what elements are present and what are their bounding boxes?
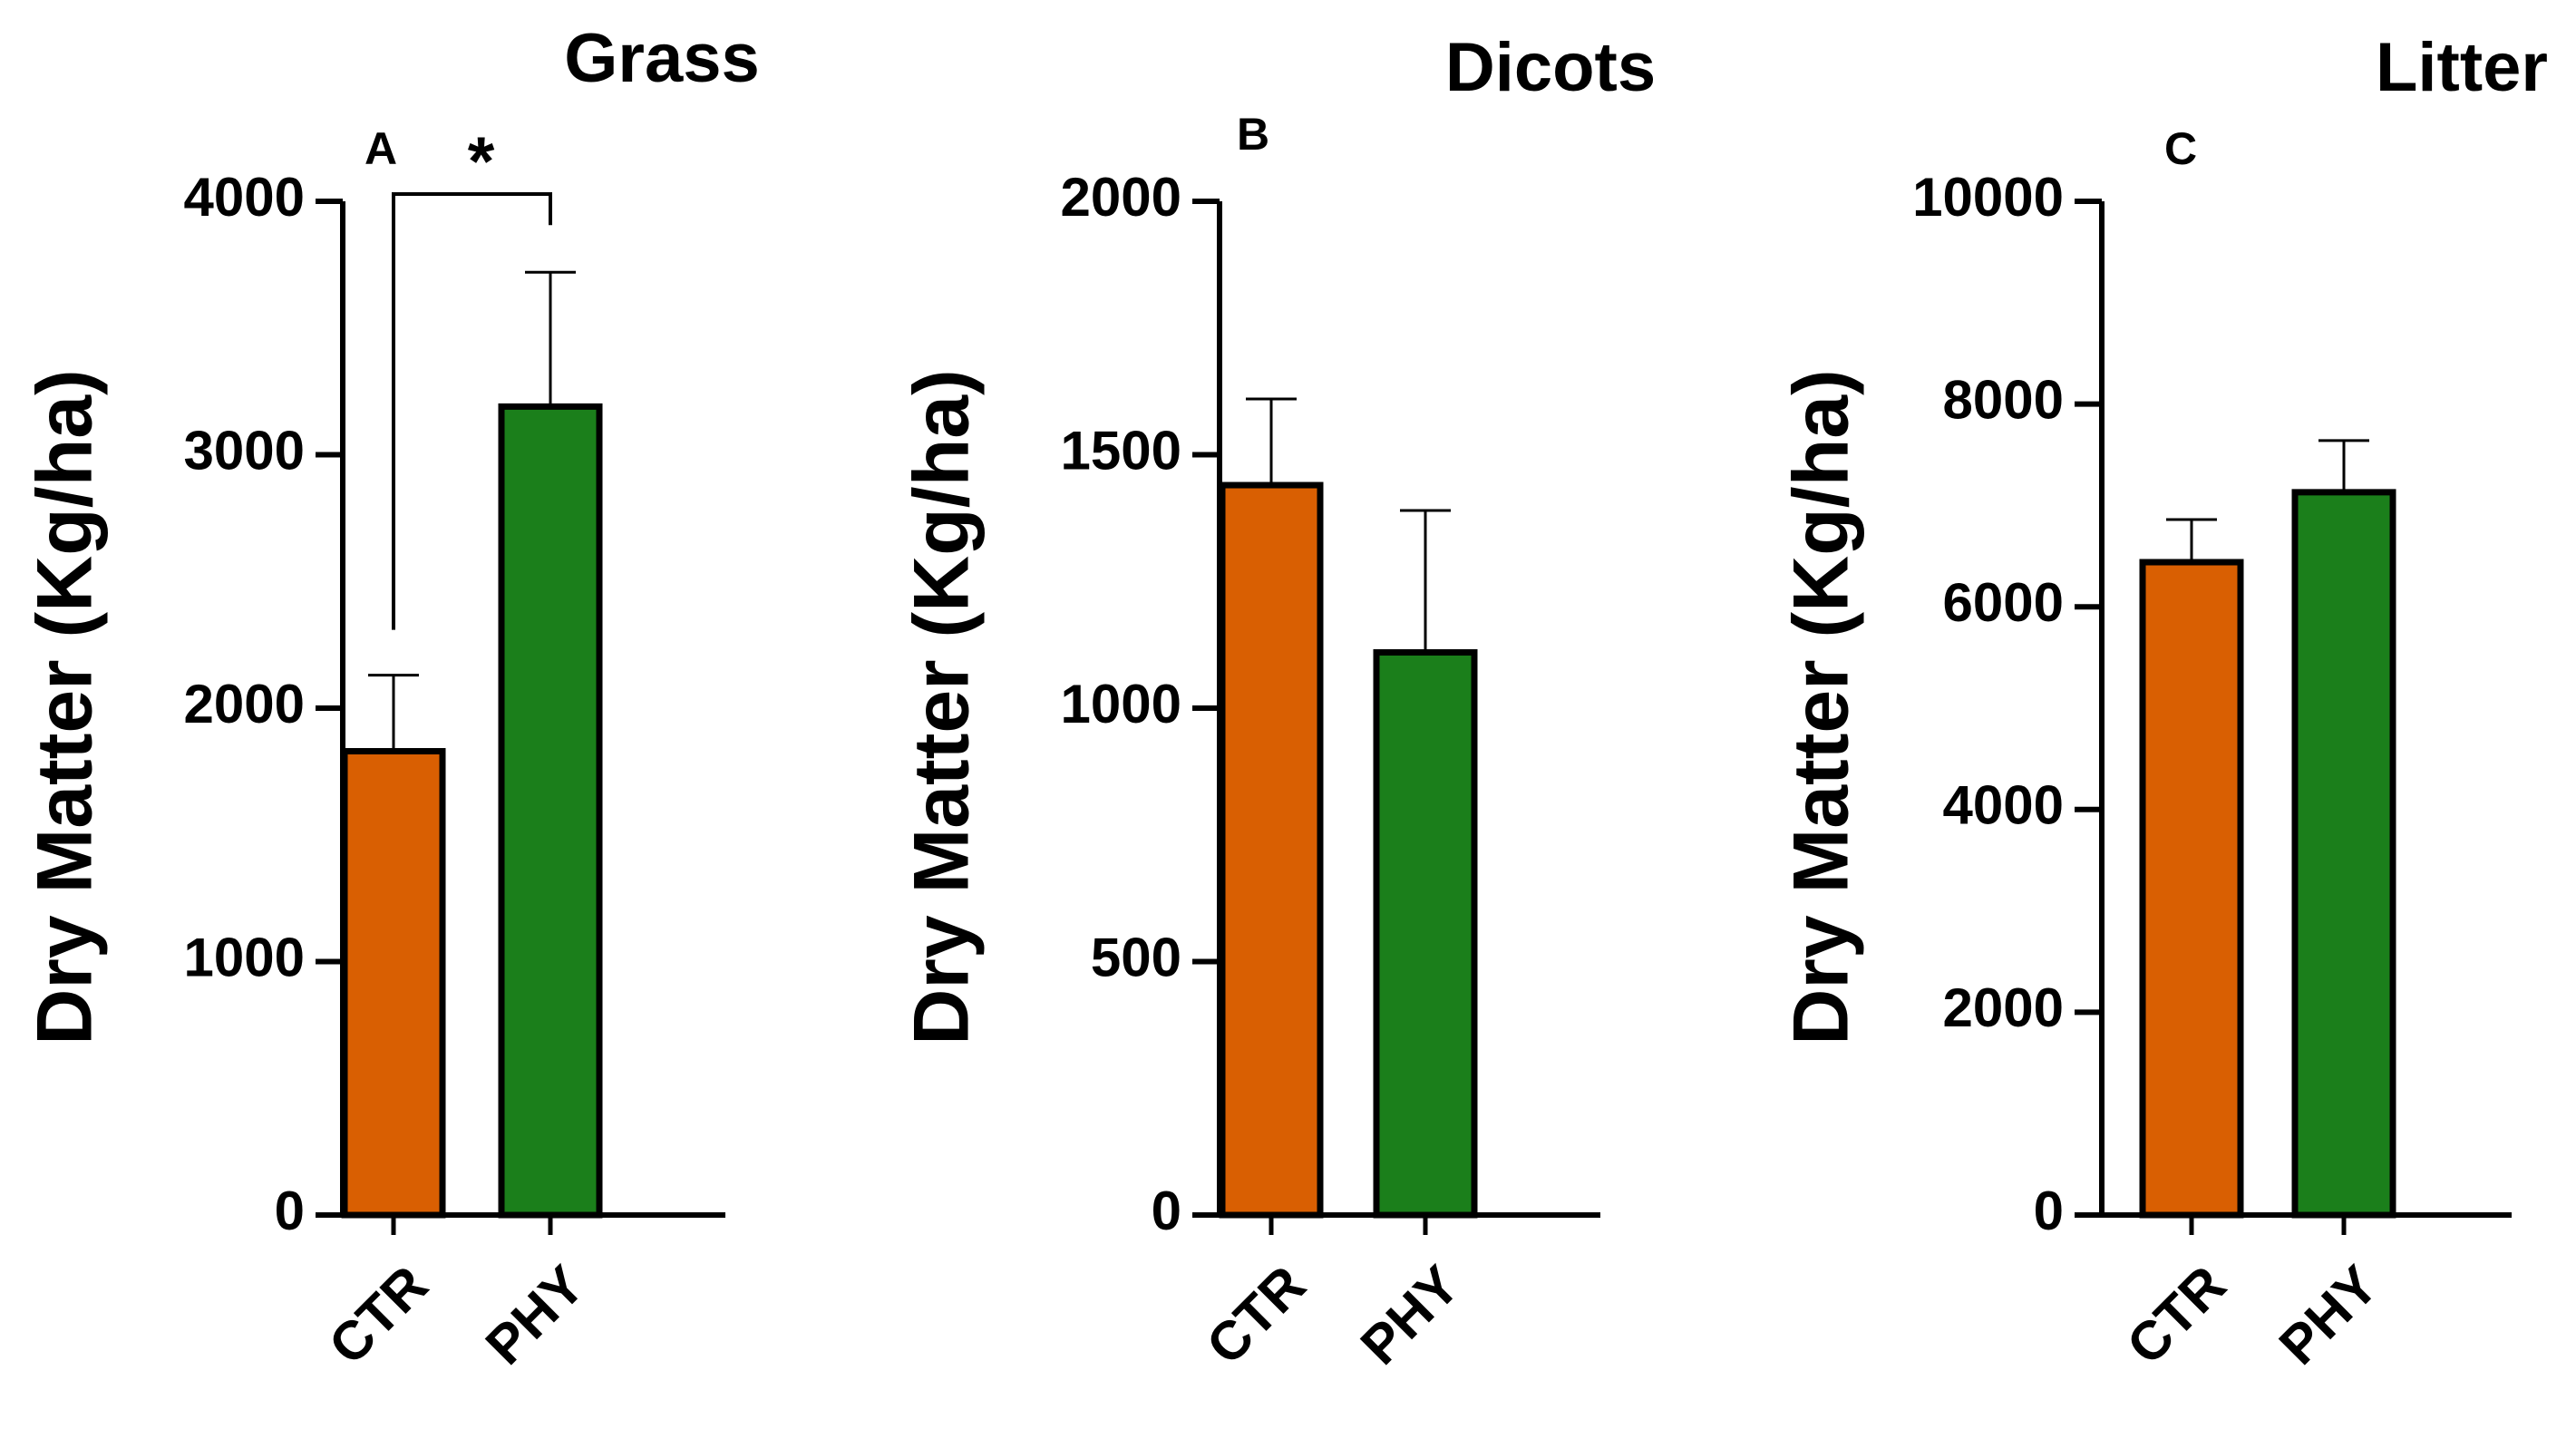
x-tick-label: CTR	[317, 1254, 440, 1376]
y-tick-label: 0	[2034, 1181, 2064, 1241]
y-tick-label: 1000	[184, 927, 305, 987]
y-tick-label: 2000	[184, 674, 305, 734]
x-tick-label: PHY	[2268, 1254, 2390, 1376]
y-axis-label: Dry Matter (Kg/ha)	[1778, 369, 1865, 1045]
y-tick-label: 8000	[1943, 369, 2064, 430]
y-tick-label: 4000	[1943, 775, 2064, 836]
y-tick-label: 10000	[1912, 167, 2064, 228]
y-tick-label: 2000	[1943, 977, 2064, 1038]
y-axis-label: Dry Matter (Kg/ha)	[22, 369, 109, 1045]
chart-title: Dicots	[1445, 29, 1656, 106]
chart-panel-b: Dicots B Dry Matter (Kg/ha) 0 500 1000 1500 200…	[899, 29, 1656, 1376]
y-tick-label: 2000	[1061, 167, 1181, 228]
y-tick-label: 6000	[1943, 572, 2064, 633]
panel-letter: B	[1237, 109, 1269, 160]
panel-letter: C	[2164, 123, 2197, 174]
y-tick-label: 4000	[184, 167, 305, 228]
bar-phy	[498, 403, 603, 1219]
y-tick-label: 1000	[1061, 674, 1181, 734]
panel-letter: A	[365, 123, 397, 174]
significance-bracket	[392, 192, 552, 630]
y-tick-label: 0	[275, 1181, 305, 1241]
bar-ctr	[341, 748, 446, 1219]
chart-panel-a: Grass A Dry Matter (Kg/ha) 0 1000 2000 3000 400…	[22, 20, 760, 1376]
x-tick-label: CTR	[1195, 1254, 1317, 1376]
chart-panel-c: Litter C Dry Matter (Kg/ha) 0 2000 4000 6000 80…	[1778, 29, 2548, 1376]
significance-marker: *	[468, 123, 495, 200]
y-axis-label: Dry Matter (Kg/ha)	[899, 369, 986, 1045]
y-tick-label: 0	[1152, 1181, 1181, 1241]
chart-title: Grass	[564, 20, 760, 97]
y-tick-label: 1500	[1061, 420, 1181, 481]
bar-ctr	[2139, 559, 2244, 1219]
x-tick-label: PHY	[474, 1254, 597, 1376]
bar-ctr	[1219, 481, 1324, 1219]
y-tick-label: 500	[1091, 927, 1181, 987]
bar-phy	[2291, 489, 2396, 1219]
chart-title: Litter	[2376, 29, 2548, 106]
x-tick-label: PHY	[1349, 1254, 1472, 1376]
x-tick-label: CTR	[2115, 1254, 2238, 1376]
bar-phy	[1373, 649, 1478, 1219]
y-tick-label: 3000	[184, 420, 305, 481]
